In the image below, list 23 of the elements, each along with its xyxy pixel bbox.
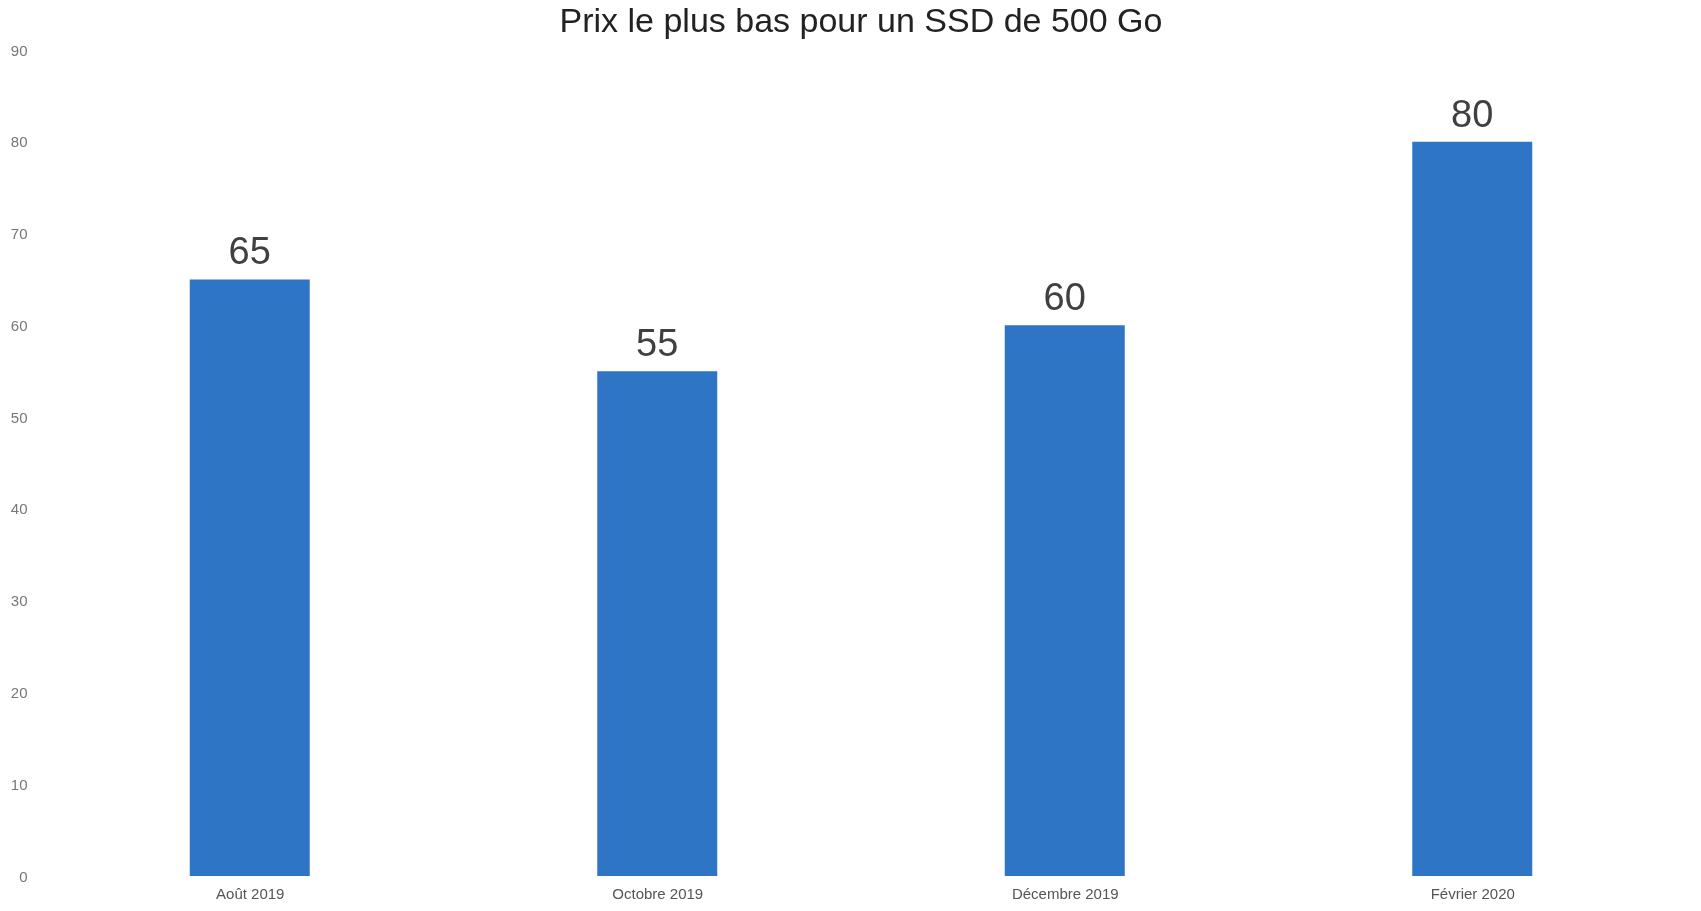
y-tick-label: 10	[10, 775, 28, 793]
y-tick-label: 70	[10, 225, 28, 243]
chart-title: Prix le plus bas pour un SSD de 500 Go	[559, 1, 1163, 39]
y-tick-label: 0	[19, 867, 28, 885]
y-tick-label: 30	[10, 592, 28, 610]
y-tick-label: 60	[10, 316, 28, 334]
x-tick-label: Février 2020	[1430, 884, 1515, 902]
y-tick-label: 20	[10, 683, 28, 701]
x-tick-label: Août 2019	[216, 884, 285, 902]
bar	[1004, 325, 1125, 876]
data-label: 60	[1043, 276, 1086, 319]
x-tick-label: Décembre 2019	[1011, 884, 1119, 902]
bar	[597, 371, 718, 876]
data-label: 80	[1451, 92, 1494, 135]
bar	[1412, 141, 1533, 876]
y-tick-label: 40	[10, 500, 28, 518]
x-tick-label: Octobre 2019	[612, 884, 704, 902]
data-label: 55	[636, 322, 679, 365]
data-label: 65	[228, 230, 271, 273]
bar	[189, 279, 310, 876]
y-tick-label: 90	[10, 41, 28, 59]
y-tick-label: 50	[10, 408, 28, 426]
y-tick-label: 80	[10, 133, 28, 151]
